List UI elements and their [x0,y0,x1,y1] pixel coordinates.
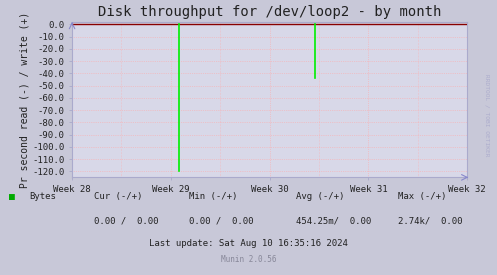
Text: Avg (-/+): Avg (-/+) [296,192,344,201]
Text: Min (-/+): Min (-/+) [189,192,237,201]
Text: 454.25m/  0.00: 454.25m/ 0.00 [296,217,371,226]
Title: Disk throughput for /dev/loop2 - by month: Disk throughput for /dev/loop2 - by mont… [98,6,441,20]
Y-axis label: Pr second read (-) / write (+): Pr second read (-) / write (+) [19,12,29,188]
Text: 0.00 /  0.00: 0.00 / 0.00 [189,217,253,226]
Text: Max (-/+): Max (-/+) [398,192,446,201]
Text: 0.00 /  0.00: 0.00 / 0.00 [94,217,159,226]
Text: 2.74k/  0.00: 2.74k/ 0.00 [398,217,462,226]
Text: Munin 2.0.56: Munin 2.0.56 [221,255,276,264]
Text: RRDTOOL / TOBI OETIKER: RRDTOOL / TOBI OETIKER [485,74,490,157]
Text: Cur (-/+): Cur (-/+) [94,192,143,201]
Text: Bytes: Bytes [29,192,56,201]
Text: Last update: Sat Aug 10 16:35:16 2024: Last update: Sat Aug 10 16:35:16 2024 [149,239,348,248]
Text: ■: ■ [9,192,15,202]
